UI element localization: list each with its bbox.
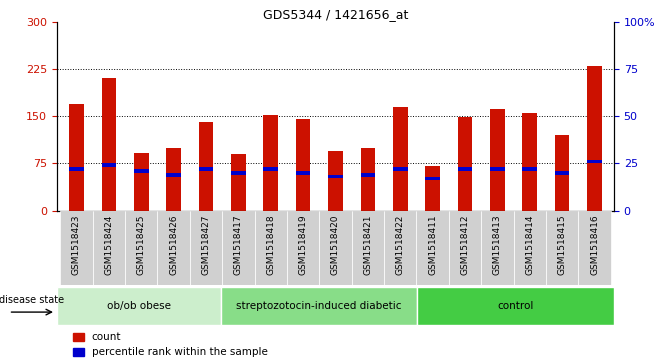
Bar xyxy=(425,167,440,211)
Text: GSM1518423: GSM1518423 xyxy=(72,214,81,275)
Text: GSM1518420: GSM1518420 xyxy=(331,214,340,275)
Text: GSM1518412: GSM1518412 xyxy=(460,214,470,275)
Text: GSM1518421: GSM1518421 xyxy=(364,214,372,275)
Text: GSM1518425: GSM1518425 xyxy=(137,214,146,275)
Bar xyxy=(458,167,472,171)
Bar xyxy=(166,173,181,176)
Bar xyxy=(555,135,570,211)
Bar xyxy=(296,119,311,211)
Title: GDS5344 / 1421656_at: GDS5344 / 1421656_at xyxy=(263,8,408,21)
Bar xyxy=(69,167,84,171)
Bar xyxy=(254,211,287,285)
Bar xyxy=(125,211,158,285)
Bar xyxy=(231,154,246,211)
Legend: count, percentile rank within the sample: count, percentile rank within the sample xyxy=(69,328,272,362)
Text: control: control xyxy=(497,301,534,311)
Bar xyxy=(523,113,537,211)
Bar xyxy=(393,167,407,171)
Bar xyxy=(328,151,343,211)
Text: GSM1518413: GSM1518413 xyxy=(493,214,502,275)
Text: GSM1518411: GSM1518411 xyxy=(428,214,437,275)
Text: streptozotocin-induced diabetic: streptozotocin-induced diabetic xyxy=(236,301,402,311)
Bar xyxy=(221,287,417,325)
Bar xyxy=(546,211,578,285)
Bar xyxy=(555,171,570,175)
Bar xyxy=(523,167,537,171)
Bar xyxy=(328,175,343,179)
Bar xyxy=(490,167,505,171)
Bar xyxy=(101,163,116,167)
Text: GSM1518414: GSM1518414 xyxy=(525,214,534,275)
Bar xyxy=(222,211,254,285)
Bar xyxy=(190,211,222,285)
Bar xyxy=(360,148,375,211)
Bar xyxy=(101,78,116,211)
Bar xyxy=(587,160,602,163)
Text: GSM1518426: GSM1518426 xyxy=(169,214,178,275)
Text: GSM1518427: GSM1518427 xyxy=(201,214,211,275)
Bar xyxy=(360,173,375,176)
Bar xyxy=(264,115,278,211)
Bar xyxy=(393,107,407,211)
Text: GSM1518415: GSM1518415 xyxy=(558,214,566,275)
Text: GSM1518422: GSM1518422 xyxy=(396,214,405,275)
Bar xyxy=(319,211,352,285)
Bar xyxy=(417,287,614,325)
Bar xyxy=(134,169,148,173)
Bar xyxy=(57,287,221,325)
Bar xyxy=(490,109,505,211)
Text: GSM1518416: GSM1518416 xyxy=(590,214,599,275)
Text: GSM1518417: GSM1518417 xyxy=(234,214,243,275)
Bar xyxy=(578,211,611,285)
Bar xyxy=(481,211,513,285)
Bar xyxy=(513,211,546,285)
Bar xyxy=(449,211,481,285)
Bar xyxy=(417,211,449,285)
Bar xyxy=(69,103,84,211)
Bar xyxy=(93,211,125,285)
Bar xyxy=(352,211,384,285)
Text: disease state: disease state xyxy=(0,294,64,305)
Bar xyxy=(231,171,246,175)
Text: GSM1518418: GSM1518418 xyxy=(266,214,275,275)
Bar xyxy=(134,153,148,211)
Text: GSM1518424: GSM1518424 xyxy=(105,214,113,275)
Bar xyxy=(458,117,472,211)
Text: ob/ob obese: ob/ob obese xyxy=(107,301,171,311)
Bar xyxy=(60,211,93,285)
Text: GSM1518419: GSM1518419 xyxy=(299,214,307,275)
Bar xyxy=(384,211,417,285)
Bar xyxy=(158,211,190,285)
Bar xyxy=(166,148,181,211)
Bar xyxy=(587,66,602,211)
Bar xyxy=(425,176,440,180)
Bar xyxy=(199,167,213,171)
Bar xyxy=(199,122,213,211)
Bar xyxy=(264,167,278,171)
Bar xyxy=(296,171,311,175)
Bar xyxy=(287,211,319,285)
